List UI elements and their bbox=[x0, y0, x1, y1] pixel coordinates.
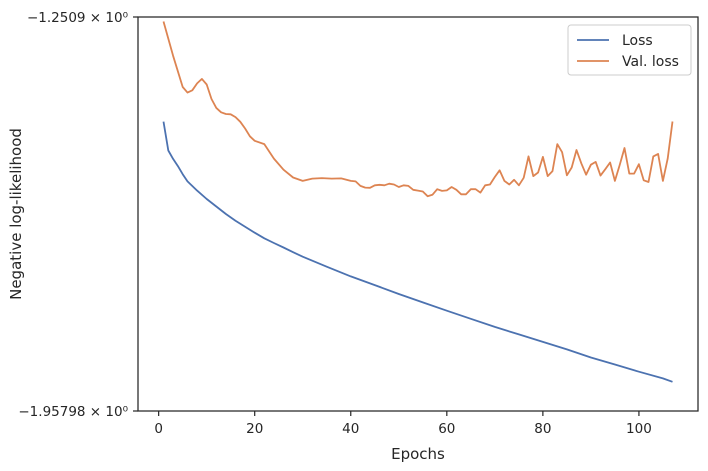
x-tick-label: 60 bbox=[438, 421, 455, 437]
series-line-0 bbox=[162, 121, 673, 383]
legend-label-1: Val. loss bbox=[622, 54, 679, 70]
x-tick-label: 40 bbox=[342, 421, 359, 437]
series-layer bbox=[162, 21, 674, 383]
y-axis-ticks: −1.2509 × 10⁰ −1.95798 × 10⁰ bbox=[18, 10, 138, 420]
x-tick-label: 100 bbox=[626, 421, 652, 437]
x-axis-ticks: 0 20 40 60 80 100 bbox=[154, 411, 652, 437]
legend-label-0: Loss bbox=[622, 33, 653, 49]
x-tick-label: 20 bbox=[246, 421, 263, 437]
legend: Loss Val. loss bbox=[567, 24, 692, 76]
x-tick-label: 0 bbox=[154, 421, 163, 437]
series-line-1 bbox=[162, 21, 674, 198]
axes-frame bbox=[137, 16, 699, 412]
plot-area bbox=[138, 17, 698, 411]
y-tick-label: −1.95798 × 10⁰ bbox=[18, 404, 128, 420]
x-axis-label: Epochs bbox=[391, 445, 445, 463]
y-axis-label: Negative log-likelihood bbox=[7, 128, 25, 300]
x-tick-label: 80 bbox=[534, 421, 551, 437]
y-tick-label: −1.2509 × 10⁰ bbox=[27, 10, 128, 26]
legend-box bbox=[567, 24, 692, 76]
